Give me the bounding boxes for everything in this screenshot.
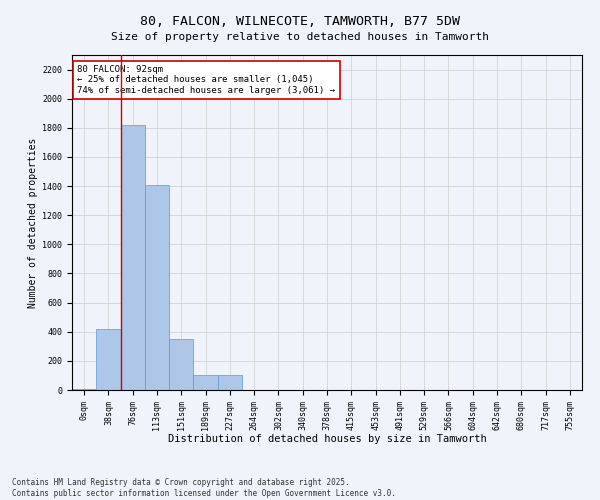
Text: 80, FALCON, WILNECOTE, TAMWORTH, B77 5DW: 80, FALCON, WILNECOTE, TAMWORTH, B77 5DW bbox=[140, 15, 460, 28]
Bar bbox=[96, 329, 121, 390]
Text: 80 FALCON: 92sqm
← 25% of detached houses are smaller (1,045)
74% of semi-detach: 80 FALCON: 92sqm ← 25% of detached house… bbox=[77, 65, 335, 95]
Bar bbox=[169, 339, 193, 390]
Text: Size of property relative to detached houses in Tamworth: Size of property relative to detached ho… bbox=[111, 32, 489, 42]
Bar bbox=[145, 184, 169, 390]
Y-axis label: Number of detached properties: Number of detached properties bbox=[28, 138, 38, 308]
X-axis label: Distribution of detached houses by size in Tamworth: Distribution of detached houses by size … bbox=[167, 434, 487, 444]
Bar bbox=[193, 376, 218, 390]
Bar bbox=[218, 376, 242, 390]
Bar bbox=[72, 388, 96, 390]
Text: Contains HM Land Registry data © Crown copyright and database right 2025.
Contai: Contains HM Land Registry data © Crown c… bbox=[12, 478, 396, 498]
Bar bbox=[121, 125, 145, 390]
